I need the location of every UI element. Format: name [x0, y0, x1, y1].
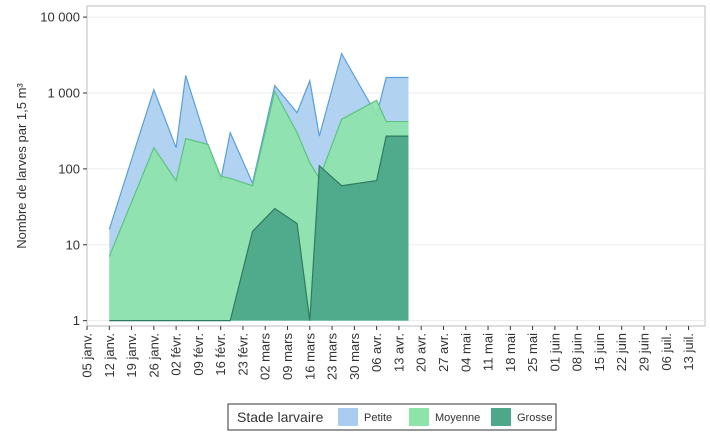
x-tick-label: 29 juin	[637, 333, 652, 371]
area-layer	[108, 52, 409, 322]
x-tick-label: 23 févr.	[235, 333, 250, 376]
x-tick-label: 16 mars	[302, 333, 317, 380]
plot-panel	[86, 5, 706, 327]
x-tick-label: 25 mai	[525, 333, 540, 372]
legend-label-grosse: Grosse	[517, 412, 552, 424]
x-tick-label: 26 janv.	[146, 333, 161, 378]
x-tick-label: 30 mars	[347, 333, 362, 380]
x-tick-label: 02 mars	[258, 333, 273, 380]
x-tick-label: 13 juil.	[681, 333, 696, 371]
x-tick-label: 27 avr.	[436, 333, 451, 372]
axis-layer: 1 10 100 1 000 10 000 05 janv. 12 janv. 19 janv…	[40, 10, 696, 380]
x-tick-label: 18 mai	[503, 333, 518, 372]
y-axis-title: Nombre de larves par 1,5 m³	[14, 83, 29, 249]
line-grosse	[109, 135, 409, 322]
x-tick-label: 05 janv.	[80, 333, 95, 378]
y-tick-label: 10 000	[40, 10, 80, 25]
legend-swatch-petite	[338, 408, 358, 426]
x-tick-label: 06 avr.	[369, 333, 384, 372]
x-tick-label: 09 mars	[280, 333, 295, 380]
x-tick-label: 08 juin	[570, 333, 585, 371]
legend-label-petite: Petite	[364, 412, 392, 424]
legend: Stade larvaire Petite Moyenne Grosse	[227, 403, 557, 431]
legend-swatch-moyenne	[409, 408, 429, 426]
x-tick-label: 20 avr.	[414, 333, 429, 372]
x-tick-label: 06 juil.	[659, 333, 674, 371]
x-tick-label: 23 mars	[325, 333, 340, 380]
y-tick-label: 10	[66, 237, 80, 252]
y-tick-label: 1 000	[47, 85, 80, 100]
x-tick-label: 01 juin	[547, 333, 562, 371]
x-tick-label: 22 juin	[614, 333, 629, 371]
x-tick-label: 12 janv.	[102, 333, 117, 378]
legend-title: Stade larvaire	[237, 409, 324, 425]
y-tick-label: 100	[58, 161, 80, 176]
legend-label-moyenne: Moyenne	[435, 412, 480, 424]
x-tick-label: 16 févr.	[213, 333, 228, 376]
y-tick-label: 1	[73, 313, 80, 328]
x-tick-label: 11 mai	[481, 333, 496, 371]
x-tick-label: 04 mai	[458, 333, 473, 372]
legend-swatch-grosse	[491, 408, 511, 426]
area-grosse	[109, 136, 409, 321]
line-petite	[108, 52, 409, 230]
x-tick-label: 15 juin	[592, 333, 607, 371]
x-tick-label: 02 févr.	[169, 333, 184, 376]
x-tick-label: 09 févr.	[191, 333, 206, 376]
x-tick-label: 19 janv.	[124, 333, 139, 378]
x-tick-label: 13 avr.	[391, 333, 406, 372]
line-moyenne	[108, 89, 409, 257]
